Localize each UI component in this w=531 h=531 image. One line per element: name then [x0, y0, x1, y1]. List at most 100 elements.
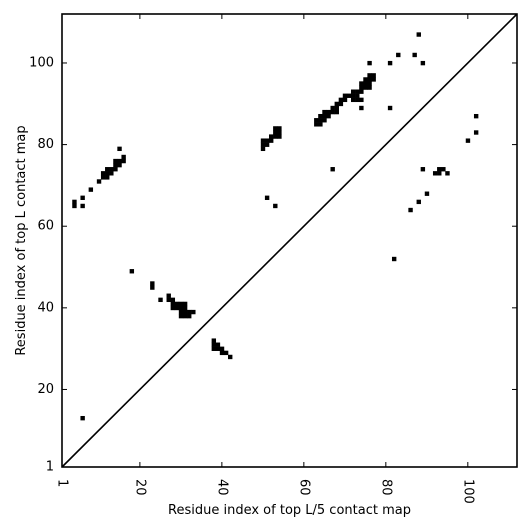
contact-point [109, 171, 114, 176]
contact-point [100, 171, 106, 176]
contact-point [314, 122, 319, 127]
contact-point [432, 171, 438, 176]
contact-point [334, 101, 339, 107]
contact-point [342, 97, 348, 103]
contact-point [113, 162, 118, 168]
contact-point [437, 167, 442, 172]
contact-point [338, 101, 344, 107]
contact-point [367, 85, 372, 90]
y-tick-label: 40 [37, 300, 54, 315]
contact-point [322, 113, 327, 119]
contact-point [334, 105, 339, 111]
contact-point [363, 81, 368, 86]
contact-point [350, 89, 356, 94]
contact-point [113, 158, 118, 164]
contact-point [367, 60, 372, 66]
contact-point [326, 113, 331, 119]
contact-point [465, 138, 471, 143]
contact-point [219, 350, 225, 356]
contact-point [170, 301, 176, 307]
contact-point [174, 301, 180, 307]
contact-point [350, 93, 356, 98]
contact-point [178, 309, 184, 315]
contact-point [174, 305, 180, 311]
contact-point [121, 158, 126, 164]
contact-point [396, 52, 401, 58]
x-tick-label: 20 [132, 479, 147, 496]
contact-point [318, 122, 323, 127]
contact-point [109, 167, 114, 172]
contact-point [367, 73, 372, 78]
x-axis-title: Residue index of top L/5 contact map [168, 503, 411, 518]
contact-point [318, 113, 323, 119]
contact-point [105, 167, 110, 172]
contact-point [277, 126, 282, 131]
contact-point [359, 89, 364, 94]
contact-point [387, 105, 393, 111]
contact-point [359, 97, 364, 103]
contact-point [342, 93, 348, 98]
contact-point [269, 134, 274, 139]
contact-point [72, 199, 77, 205]
contact-point [326, 109, 331, 115]
contact-point [100, 175, 106, 180]
contact-point [264, 142, 270, 147]
y-tick-label: 80 [37, 137, 54, 152]
x-tick-label: 100 [460, 479, 475, 504]
contact-point [215, 346, 221, 351]
contact-point [437, 171, 442, 176]
contact-point [228, 354, 233, 360]
contact-point [191, 309, 196, 315]
contact-point [158, 297, 163, 303]
y-tick-label: 20 [37, 382, 54, 397]
contact-point [473, 113, 479, 119]
x-tick-label: 60 [296, 479, 311, 496]
contact-point [424, 191, 430, 196]
contact-point [371, 73, 376, 78]
contact-point [473, 130, 479, 135]
contact-point [121, 154, 126, 160]
contact-point [367, 81, 372, 86]
contact-point [182, 305, 188, 311]
contact-point [314, 118, 319, 123]
contact-point [359, 81, 364, 86]
contact-point [367, 77, 372, 82]
contact-point [166, 293, 171, 298]
contact-point [264, 138, 270, 143]
contact-point [387, 60, 393, 66]
contact-point [420, 167, 426, 172]
x-tick-label: 1 [55, 479, 70, 487]
diagonal-line [61, 13, 518, 468]
contact-point [113, 167, 118, 172]
contact-point [371, 77, 376, 82]
contact-point [355, 93, 360, 98]
plot-frame [61, 13, 518, 468]
contact-point [117, 162, 122, 168]
contact-point [150, 281, 155, 286]
y-tick-label: 100 [29, 55, 54, 70]
contact-point [273, 126, 278, 131]
contact-point [72, 203, 77, 209]
contact-point [412, 52, 417, 58]
contact-point [223, 350, 229, 356]
contact-point [170, 297, 176, 303]
contact-point [445, 171, 450, 176]
contact-point [80, 195, 85, 200]
contact-point [391, 256, 397, 262]
contact-point [277, 134, 282, 139]
contact-point [273, 203, 278, 209]
contact-point [105, 175, 110, 180]
contact-point [88, 187, 94, 192]
contact-point [187, 313, 192, 319]
contact-point [346, 93, 352, 98]
contact-point [363, 85, 368, 90]
contact-point [441, 167, 446, 172]
contact-point [105, 171, 110, 176]
contact-point [318, 118, 323, 123]
contact-point [182, 301, 188, 307]
contact-point [117, 158, 122, 164]
contact-point [80, 203, 85, 209]
contact-point [355, 89, 360, 94]
